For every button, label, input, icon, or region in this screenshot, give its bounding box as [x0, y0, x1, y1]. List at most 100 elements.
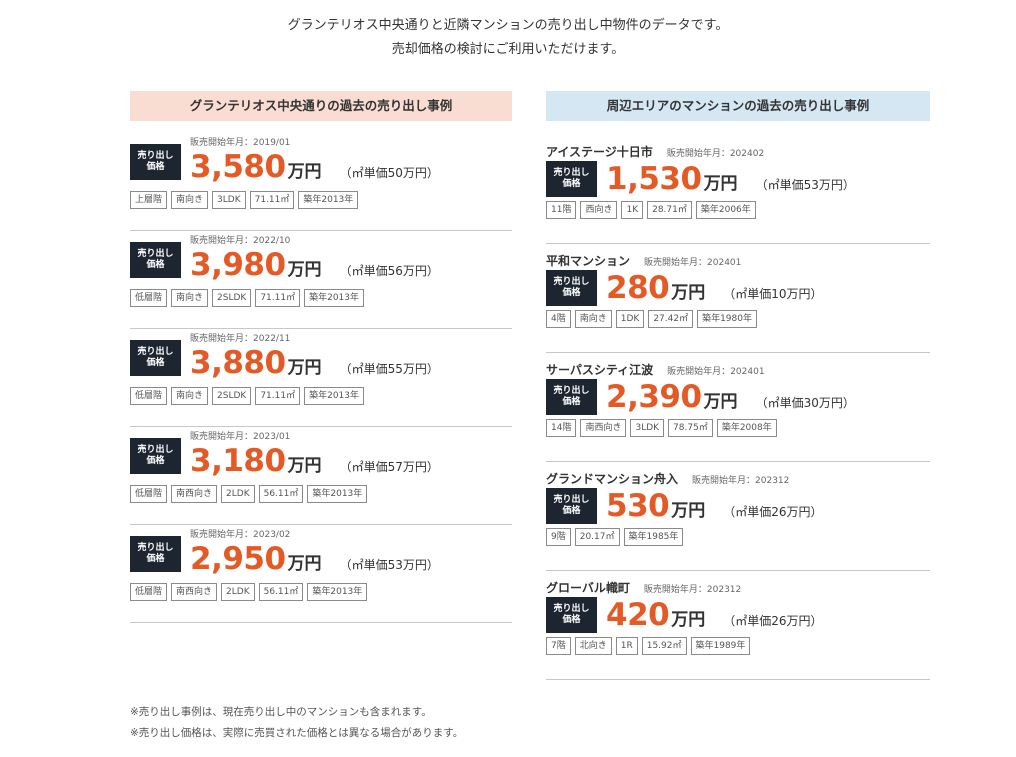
tag-layout: 1R: [615, 637, 638, 655]
tag-area: 56.11㎡: [258, 485, 304, 503]
tag-floor: 低層階: [130, 583, 168, 601]
unit-price: （㎡単価10万円）: [723, 287, 823, 301]
tag-direction: 南西向き: [580, 419, 627, 437]
feature-tags: 低層階 南西向き 2LDK 56.11㎡ 築年2013年: [130, 583, 512, 601]
tag-layout: 1DK: [615, 310, 645, 328]
price-unit: 万円: [703, 174, 738, 194]
tag-area: 15.92㎡: [641, 637, 687, 655]
tag-layout: 3LDK: [630, 419, 665, 437]
feature-tags: 4階 南向き 1DK 27.42㎡ 築年1980年: [546, 310, 930, 328]
tag-built-year: 築年1989年: [690, 637, 751, 655]
feature-tags: 9階 20.17㎡ 築年1985年: [546, 528, 930, 546]
feature-tags: 7階 北向き 1R 15.92㎡ 築年1989年: [546, 637, 930, 655]
tag-floor: 低層階: [130, 289, 168, 307]
building-name: 平和マンション: [546, 254, 631, 268]
sale-price-badge: 売り出し 価格: [546, 161, 597, 197]
sale-start-date: 販売開始年月：202401: [644, 258, 742, 268]
price-unit: 万円: [671, 283, 706, 303]
building-name: グランドマンション舟入: [546, 472, 679, 486]
tag-floor: 11階: [546, 201, 577, 219]
tag-layout: 2SLDK: [212, 289, 252, 307]
tag-area: 71.11㎡: [255, 387, 301, 405]
tag-floor: 低層階: [130, 387, 168, 405]
tag-direction: 南向き: [171, 289, 209, 307]
price-value: 3,880: [190, 345, 286, 381]
tag-built-year: 築年2008年: [716, 419, 777, 437]
intro-line-2: 売却価格の検討にご利用いただけます。: [391, 42, 625, 57]
feature-tags: 低層階 南向き 2SLDK 71.11㎡ 築年2013年: [130, 289, 512, 307]
unit-price: （㎡単価30万円）: [755, 396, 855, 410]
own-building-listings: グランテリオス中央通りの過去の売り出し事例 売り出し 価格 販売開始年月：2019…: [130, 91, 512, 623]
tag-layout: 2LDK: [221, 583, 255, 601]
sale-price-badge: 売り出し 価格: [546, 597, 597, 633]
tag-built-year: 築年2013年: [307, 485, 368, 503]
sale-price-badge: 売り出し 価格: [546, 379, 597, 415]
tag-direction: 南西向き: [171, 485, 218, 503]
price-unit: 万円: [287, 456, 322, 476]
tag-area: 71.11㎡: [249, 191, 295, 209]
listing-card: 売り出し 価格 販売開始年月：2022/11 3,880 万円 （㎡単価55万円） 低…: [130, 329, 512, 427]
sale-price-badge: 売り出し 価格: [130, 340, 181, 376]
feature-tags: 低層階 南西向き 2LDK 56.11㎡ 築年2013年: [130, 485, 512, 503]
sale-start-date: 販売開始年月：202401: [667, 367, 765, 377]
sale-start-date: 販売開始年月：2022/10: [190, 236, 291, 246]
listing-card: 売り出し 価格 販売開始年月：2023/02 2,950 万円 （㎡単価53万円） 低…: [130, 525, 512, 623]
tag-built-year: 築年1985年: [623, 528, 684, 546]
price-unit: 万円: [287, 358, 322, 378]
sale-price-badge: 売り出し 価格: [130, 242, 181, 278]
tag-direction: 北向き: [574, 637, 612, 655]
price-value: 280: [606, 270, 670, 306]
tag-area: 56.11㎡: [258, 583, 304, 601]
footnotes: ※売り出し事例は、現在売り出し中のマンションも含まれます。 ※売り出し価格は、実…: [130, 702, 463, 744]
tag-built-year: 築年2013年: [298, 191, 359, 209]
tag-direction: 西向き: [580, 201, 618, 219]
listing-card: 売り出し 価格 販売開始年月：2023/01 3,180 万円 （㎡単価57万円） 低…: [130, 427, 512, 525]
sale-price-badge: 売り出し 価格: [130, 438, 181, 474]
unit-price: （㎡単価57万円）: [339, 460, 439, 474]
nearby-list: アイステージ十日市 販売開始年月：202402 売り出し 価格 1,530 万円 （㎡単…: [546, 135, 930, 680]
feature-tags: 11階 西向き 1K 28.71㎡ 築年2006年: [546, 201, 930, 219]
intro-text: グランテリオス中央通りと近隣マンションの売り出し中物件のデータです。 売却価格の…: [0, 14, 1016, 62]
tag-direction: 南向き: [171, 387, 209, 405]
unit-price: （㎡単価26万円）: [723, 505, 823, 519]
listing-card: 平和マンション 販売開始年月：202401 売り出し 価格 280 万円 （㎡単価10万…: [546, 244, 930, 353]
tag-floor: 9階: [546, 528, 571, 546]
price-value: 1,530: [606, 161, 702, 197]
sale-price-badge: 売り出し 価格: [546, 270, 597, 306]
tag-direction: 南西向き: [171, 583, 218, 601]
price-unit: 万円: [287, 260, 322, 280]
tag-area: 78.75㎡: [668, 419, 713, 437]
price-value: 2,950: [190, 541, 286, 577]
feature-tags: 低層階 南向き 2SLDK 71.11㎡ 築年2013年: [130, 387, 512, 405]
tag-direction: 南向き: [171, 191, 209, 209]
tag-direction: 南向き: [574, 310, 612, 328]
unit-price: （㎡単価56万円）: [339, 264, 439, 278]
tag-layout: 3LDK: [212, 191, 246, 209]
sale-start-date: 販売開始年月：202402: [666, 149, 765, 159]
price-unit: 万円: [671, 501, 706, 521]
intro-line-1: グランテリオス中央通りと近隣マンションの売り出し中物件のデータです。: [287, 18, 729, 33]
listing-card: グランドマンション舟入 販売開始年月：202312 売り出し 価格 530 万円 （㎡単…: [546, 462, 930, 571]
building-name: グローバル幟町: [546, 581, 630, 595]
price-value: 3,180: [190, 443, 286, 479]
tag-layout: 2LDK: [221, 485, 255, 503]
footnote-2: ※売り出し価格は、実際に売買された価格とは異なる場合があります。: [130, 727, 464, 739]
price-unit: 万円: [287, 162, 322, 182]
sale-start-date: 販売開始年月：2023/02: [190, 530, 291, 540]
listing-card: 売り出し 価格 販売開始年月：2019/01 3,580 万円 （㎡単価50万円） 上…: [130, 133, 512, 231]
nearby-heading: 周辺エリアのマンションの過去の売り出し事例: [546, 91, 930, 121]
tag-floor: 4階: [546, 310, 571, 328]
listing-card: アイステージ十日市 販売開始年月：202402 売り出し 価格 1,530 万円 （㎡単…: [546, 135, 930, 244]
price-value: 2,390: [606, 379, 702, 415]
unit-price: （㎡単価50万円）: [339, 166, 439, 180]
tag-built-year: 築年2006年: [695, 201, 756, 219]
sale-start-date: 販売開始年月：202312: [643, 585, 742, 595]
sale-price-badge: 売り出し 価格: [546, 488, 597, 524]
tag-floor: 14階: [546, 419, 577, 437]
building-name: サーパスシティ江波: [546, 363, 654, 377]
unit-price: （㎡単価26万円）: [723, 614, 823, 628]
price-value: 3,980: [190, 247, 286, 283]
footnote-1: ※売り出し事例は、現在売り出し中のマンションも含まれます。: [130, 706, 432, 718]
sale-start-date: 販売開始年月：2022/11: [190, 334, 291, 344]
tag-floor: 低層階: [130, 485, 168, 503]
